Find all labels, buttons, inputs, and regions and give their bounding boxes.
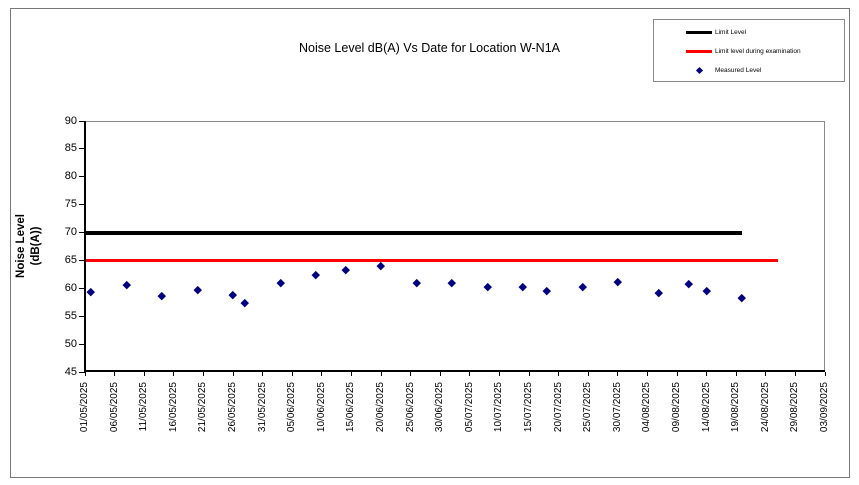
- y-axis-tick: [79, 148, 85, 150]
- x-axis-tick: [143, 372, 145, 376]
- x-axis-tick-label-text: 21/05/2025: [197, 382, 209, 433]
- x-axis-tick-label-text: 04/08/2025: [641, 382, 653, 433]
- x-axis-tick: [469, 372, 471, 376]
- legend-diamond-icon: [686, 66, 712, 75]
- y-axis-title-line1: Noise Level: [15, 214, 28, 278]
- x-axis-tick: [794, 372, 796, 376]
- x-axis-tick-label-text: 19/08/2025: [730, 382, 742, 433]
- legend-item: Limit Level: [654, 23, 844, 42]
- x-axis-tick-label-text: 14/08/2025: [700, 382, 712, 433]
- x-axis-tick-label-text: 20/07/2025: [552, 382, 564, 433]
- x-axis-tick-label-text: 09/08/2025: [671, 382, 682, 433]
- y-axis-tick: [79, 343, 85, 345]
- x-axis-tick-label-text: 05/07/2025: [463, 382, 475, 433]
- x-axis-tick-label-text: 15/06/2025: [345, 382, 357, 433]
- x-axis-tick: [558, 372, 560, 376]
- x-axis-tick-label-text: 26/05/2025: [227, 382, 238, 433]
- x-axis-tick-label-text: 10/06/2025: [315, 382, 327, 433]
- x-axis-tick-label-text: 20/06/2025: [375, 382, 386, 433]
- legend-item-label: Limit Level: [715, 29, 747, 36]
- x-axis-tick: [824, 372, 826, 376]
- x-axis-tick: [439, 372, 441, 376]
- limit-level-examination-line: [85, 258, 778, 262]
- legend-item-label: Measured Level: [715, 67, 762, 74]
- x-axis-tick-label-text: 03/09/2025: [819, 382, 830, 433]
- legend-swatch-shape: [686, 31, 712, 34]
- limit-level-line: [85, 230, 743, 235]
- x-axis-tick-label-text: 25/07/2025: [582, 382, 594, 433]
- y-axis-tick-label: 60: [64, 281, 77, 294]
- chart-title: Noise Level dB(A) Vs Date for Location W…: [299, 41, 560, 55]
- y-axis-tick-label: 65: [64, 253, 77, 266]
- x-axis-tick: [84, 372, 86, 376]
- y-axis-tick-label: 85: [64, 142, 77, 155]
- y-axis-tick-label: 50: [64, 337, 77, 350]
- y-axis-tick: [79, 287, 85, 289]
- x-axis-tick-label-text: 24/08/2025: [759, 382, 771, 433]
- x-axis-tick-label-text: 05/06/2025: [286, 382, 298, 433]
- x-axis-tick-label-text: 29/08/2025: [789, 382, 801, 433]
- x-axis-tick: [765, 372, 767, 376]
- y-axis-tick-label: 75: [64, 198, 77, 211]
- y-axis-tick: [79, 120, 85, 122]
- y-axis-tick: [79, 204, 85, 206]
- legend-line-swatch: [686, 50, 712, 53]
- x-axis-tick-label-text: 30/07/2025: [611, 382, 623, 433]
- x-axis-tick-label-text: 11/05/2025: [138, 382, 150, 432]
- legend-swatch-shape: [695, 66, 703, 75]
- x-axis-tick: [587, 372, 589, 376]
- x-axis-tick: [262, 372, 264, 376]
- legend-item: Limit level during examination: [654, 42, 844, 61]
- y-axis-line: [84, 121, 86, 373]
- y-axis-tick: [79, 371, 85, 373]
- x-axis-tick: [350, 372, 352, 376]
- x-axis-tick-label-text: 31/05/2025: [256, 382, 268, 433]
- x-axis-tick-label-text: 25/06/2025: [404, 382, 416, 433]
- x-axis-tick: [173, 372, 175, 376]
- x-axis-tick-label-text: 16/05/2025: [167, 382, 179, 433]
- y-axis-tick-label: 90: [64, 114, 77, 127]
- y-axis-tick: [79, 259, 85, 261]
- y-axis-tick: [79, 315, 85, 317]
- legend-swatch-shape: [686, 50, 712, 53]
- x-axis-tick: [617, 372, 619, 376]
- x-axis-tick: [646, 372, 648, 376]
- x-axis-tick: [202, 372, 204, 376]
- y-axis-title-line2: (dB(A)): [30, 226, 42, 266]
- y-axis-tick-label: 45: [64, 365, 77, 378]
- y-axis-tick-label: 80: [64, 170, 77, 183]
- x-axis-tick-label-text: 15/07/2025: [523, 382, 534, 433]
- x-axis-tick: [498, 372, 500, 376]
- legend: Limit Level Limit level during examinatio…: [653, 19, 845, 82]
- x-axis-tick: [232, 372, 234, 376]
- x-axis-line: [84, 370, 825, 372]
- x-axis-tick: [410, 372, 412, 376]
- plot-area: [85, 121, 825, 372]
- legend-line-swatch: [686, 31, 712, 34]
- x-axis-tick: [291, 372, 293, 376]
- x-axis-tick: [706, 372, 708, 376]
- x-axis-tick: [114, 372, 116, 376]
- legend-item-label: Limit level during examination: [715, 48, 801, 55]
- y-axis-tick-label: 55: [64, 309, 77, 322]
- x-axis-tick-label-text: 30/06/2025: [434, 382, 446, 433]
- x-axis-tick: [321, 372, 323, 376]
- y-axis-tick-label: 70: [64, 226, 77, 239]
- x-axis-tick: [735, 372, 737, 376]
- y-axis-tick: [79, 176, 85, 178]
- x-axis-tick-label-text: 01/05/2025: [79, 382, 90, 433]
- x-axis-tick: [676, 372, 678, 376]
- x-axis-tick: [528, 372, 530, 376]
- y-axis-tick: [79, 232, 85, 234]
- x-axis-tick: [380, 372, 382, 376]
- x-axis-tick-label-text: 10/07/2025: [493, 382, 505, 433]
- y-axis-title: Noise Level (dB(A)): [14, 214, 44, 278]
- x-axis-tick-label-text: 06/05/2025: [108, 382, 120, 433]
- legend-item: Measured Level: [654, 61, 844, 80]
